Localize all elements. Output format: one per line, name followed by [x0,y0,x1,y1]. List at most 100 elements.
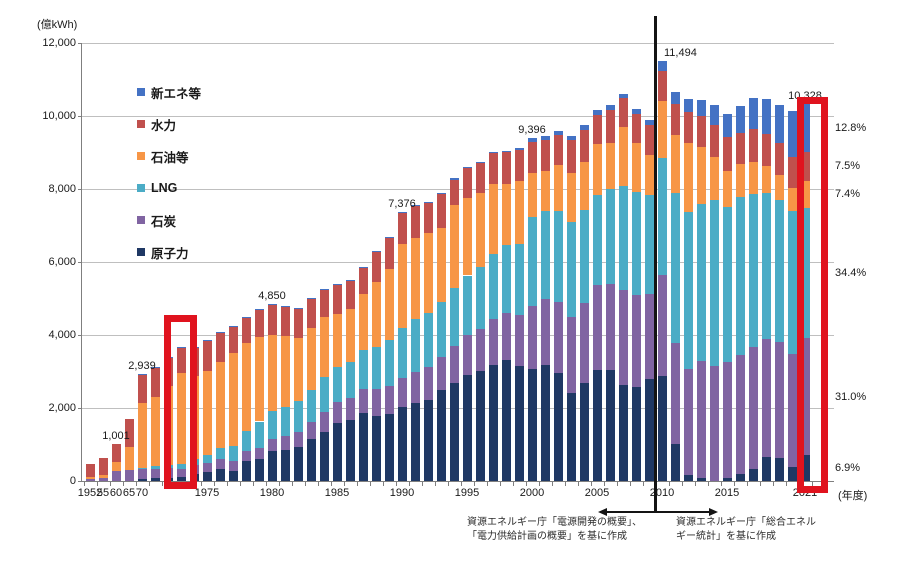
bar-segment-oil [644,155,654,196]
bar-segment-coal [501,312,511,360]
x-tick [369,482,371,486]
x-tick [694,482,696,486]
bar-segment-oil [228,353,238,447]
bar-segment-oil [319,317,329,378]
bar-segment-oil [384,268,394,341]
legend-swatch-hydro [137,120,145,128]
bar-segment-new [384,237,394,238]
highlight-box-1973 [164,314,197,489]
x-tick [785,482,787,486]
bar-segment-nuclear [475,370,485,481]
bar-segment-hydro [345,280,355,309]
bar-segment-oil [735,164,745,198]
bar-segment-nuclear [618,384,628,481]
y-tick [77,42,82,44]
bar-segment-new [761,99,771,135]
bar-segment-oil [358,293,368,351]
bar-segment-new [280,305,290,307]
bar-segment-oil [293,337,303,402]
x-axis-tick-label: 2000 [519,487,545,499]
legend-swatch-coal [137,216,145,224]
bar-segment-nuclear [644,378,654,481]
source-note-left-line1: 資源エネルギー庁「電源開発の概要」、 [467,517,642,528]
y-axis-unit-label: (億kWh) [37,19,78,31]
bar-segment-nuclear [254,458,264,481]
bar-segment-oil [748,161,758,194]
bar-segment-nuclear [787,466,797,481]
bar-segment-hydro [579,129,589,163]
bar-segment-hydro [384,237,394,269]
bar-segment-coal [748,347,758,469]
bar-segment-oil [527,173,537,217]
bar-segment-hydro [176,347,186,374]
x-tick [213,482,215,486]
legend-label-nuclear: 原子力 [151,246,189,261]
x-axis-tick-label: 70 [135,487,149,499]
legend-swatch-nuclear [137,248,145,256]
bar-segment-coal [631,294,641,387]
bar-segment-coal [553,302,563,374]
x-axis-tick-label: 2005 [584,487,610,499]
bar-segment-new [800,104,810,153]
x-tick [668,482,670,486]
bar-segment-hydro [553,134,563,166]
y-tick [77,407,82,409]
bar-segment-new [202,339,212,341]
bar-segment-new [774,105,784,144]
legend-item-lng: LNG [137,181,177,195]
source-separator-line [654,16,657,513]
x-tick [434,482,436,486]
bar-segment-lng [241,431,251,452]
bar-segment-nuclear [722,477,732,481]
bar-segment-lng [800,208,810,339]
bar-segment-oil [462,198,472,276]
x-tick [551,482,553,486]
bar-segment-nuclear [215,468,225,481]
x-tick [512,482,514,486]
bar-segment-nuclear [423,399,433,481]
bar-segment-oil [657,101,667,159]
bar-segment-hydro [423,202,433,234]
bar-segment-coal [280,436,290,451]
bar-segment-new [553,130,563,135]
x-tick [447,482,449,486]
bar-segment-coal [436,356,446,391]
bar-segment-nuclear [540,364,550,481]
bar-segment-coal [202,463,212,472]
bar-segment-coal [267,438,277,451]
bar-segment-oil [696,146,706,205]
bar-segment-coal [644,293,654,379]
bar-segment-lng [345,361,355,398]
bar-segment-nuclear [800,454,810,481]
x-tick [642,482,644,486]
bar-segment-nuclear [553,373,563,481]
bar-segment-hydro [592,114,602,145]
bar-segment-hydro [657,70,667,102]
legend-item-nuclear: 原子力 [137,245,189,261]
bar-segment-coal [137,469,147,480]
bar-segment-lng [696,204,706,361]
bar-segment-lng [670,192,680,344]
bar-segment-hydro [124,419,134,447]
bar-segment-lng [761,192,771,340]
bar-segment-oil [709,156,719,200]
bar-segment-coal [306,421,316,440]
bar-segment-lng [644,195,654,294]
bar-segment-oil [592,144,602,196]
bar-segment-lng [605,188,615,284]
share-label-lng: 34.4% [835,267,867,280]
bar-segment-hydro [618,98,628,128]
x-tick [707,482,709,486]
bar-segment-coal [514,314,524,367]
bar-segment-hydro [709,125,719,157]
bar-segment-new [358,266,368,268]
bar-segment-hydro [436,194,446,229]
source-arrow-left-line [605,511,655,513]
gridline [81,42,834,44]
bar-segment-new [514,148,524,150]
bar-segment-oil [280,336,290,408]
bar-segment-nuclear [150,478,160,481]
bar-segment-coal [423,367,433,400]
legend-label-new: 新エネ等 [151,86,202,101]
bar-segment-nuclear [683,475,693,481]
